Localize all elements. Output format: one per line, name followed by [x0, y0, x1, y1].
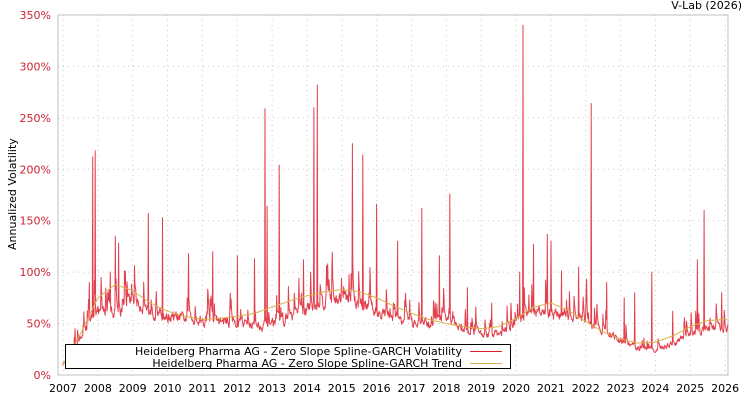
legend-label: Heidelberg Pharma AG - Zero Slope Spline… — [134, 344, 462, 358]
x-tick-label: 2026 — [711, 382, 739, 395]
source-credit: V-Lab (2026) — [671, 0, 742, 12]
y-tick-label: 50% — [27, 318, 51, 331]
x-tick-label: 2025 — [676, 382, 704, 395]
y-tick-label: 350% — [20, 9, 51, 22]
volatility-series — [62, 24, 729, 366]
legend-swatch-red — [470, 350, 502, 352]
axes — [57, 14, 729, 376]
x-tick-label: 2024 — [641, 382, 669, 395]
x-tick-label: 2016 — [363, 382, 391, 395]
y-tick-label: 150% — [20, 215, 51, 228]
x-tick-label: 2011 — [188, 382, 216, 395]
y-tick-label: 100% — [20, 266, 51, 279]
x-tick-label: 2013 — [258, 382, 286, 395]
y-axis-label: Annualized Volatility — [6, 138, 19, 250]
x-tick-label: 2021 — [537, 382, 565, 395]
x-tick-label: 2007 — [49, 382, 77, 395]
x-tick-label: 2010 — [154, 382, 182, 395]
x-tick-label: 2018 — [432, 382, 460, 395]
x-tick-label: 2017 — [398, 382, 426, 395]
x-tick-label: 2009 — [119, 382, 147, 395]
y-tick-label: 200% — [20, 163, 51, 176]
trend-series — [62, 283, 727, 365]
chart-legend: Heidelberg Pharma AG - Zero Slope Spline… — [65, 344, 511, 370]
grid-lines — [58, 15, 728, 375]
x-tick-label: 2022 — [572, 382, 600, 395]
legend-swatch-gold — [470, 362, 502, 364]
x-tick-label: 2008 — [84, 382, 112, 395]
x-tick-label: 2015 — [328, 382, 356, 395]
x-axis-ticks: 2007 2008 2009 2010 2011 2012 2013 2014 2015 2016… — [49, 382, 739, 395]
x-tick-label: 2012 — [223, 382, 251, 395]
y-axis-ticks: 0% 50% 100% 150% 200% 250% 300% 350% — [20, 9, 51, 382]
x-tick-label: 2023 — [607, 382, 635, 395]
y-tick-label: 300% — [20, 60, 51, 73]
x-tick-label: 2020 — [502, 382, 530, 395]
x-tick-label: 2019 — [467, 382, 495, 395]
x-tick-label: 2014 — [293, 382, 321, 395]
legend-item-trend: Heidelberg Pharma AG - Zero Slope Spline… — [152, 356, 502, 370]
legend-item-volatility: Heidelberg Pharma AG - Zero Slope Spline… — [134, 344, 502, 358]
legend-label: Heidelberg Pharma AG - Zero Slope Spline… — [152, 356, 462, 370]
y-tick-label: 0% — [34, 369, 51, 382]
y-tick-label: 250% — [20, 112, 51, 125]
